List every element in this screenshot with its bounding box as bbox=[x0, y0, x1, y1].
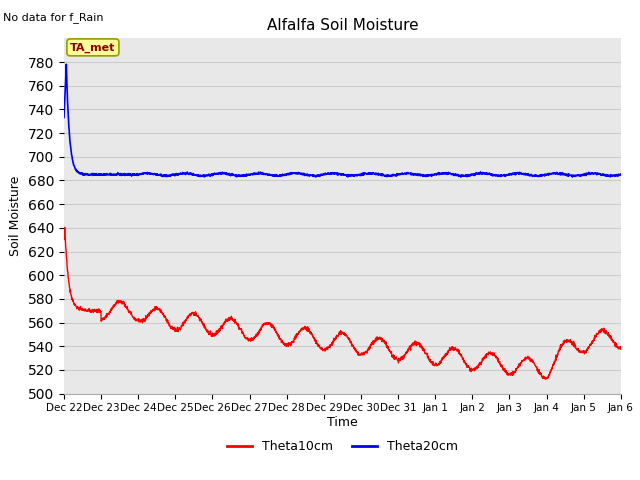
Theta20cm bbox=[504, 172, 512, 178]
Text: TA_met: TA_met bbox=[70, 42, 116, 52]
Theta10cm bbox=[584, 347, 591, 353]
Theta20cm bbox=[568, 172, 575, 178]
Title: Alfalfa Soil Moisture: Alfalfa Soil Moisture bbox=[267, 18, 418, 33]
Theta20cm bbox=[568, 174, 576, 180]
Legend: Theta10cm, Theta20cm: Theta10cm, Theta20cm bbox=[222, 435, 463, 458]
Text: No data for f_Rain: No data for f_Rain bbox=[3, 12, 104, 23]
Theta20cm bbox=[63, 61, 70, 67]
Theta10cm bbox=[617, 347, 625, 352]
Theta20cm bbox=[60, 115, 68, 120]
Theta10cm bbox=[504, 372, 512, 378]
Theta20cm bbox=[216, 170, 223, 176]
Theta10cm bbox=[371, 339, 379, 345]
Theta20cm bbox=[359, 171, 367, 177]
Theta20cm bbox=[371, 171, 379, 177]
Theta20cm bbox=[617, 171, 625, 177]
Y-axis label: Soil Moisture: Soil Moisture bbox=[9, 176, 22, 256]
Theta10cm bbox=[568, 339, 576, 345]
Theta10cm bbox=[542, 376, 550, 382]
Theta20cm bbox=[584, 170, 591, 176]
Theta10cm bbox=[61, 225, 68, 230]
Line: Theta10cm: Theta10cm bbox=[64, 228, 621, 379]
Theta10cm bbox=[216, 328, 223, 334]
Line: Theta20cm: Theta20cm bbox=[64, 64, 621, 177]
Theta10cm bbox=[359, 352, 367, 358]
Theta10cm bbox=[60, 237, 68, 242]
X-axis label: Time: Time bbox=[327, 416, 358, 429]
